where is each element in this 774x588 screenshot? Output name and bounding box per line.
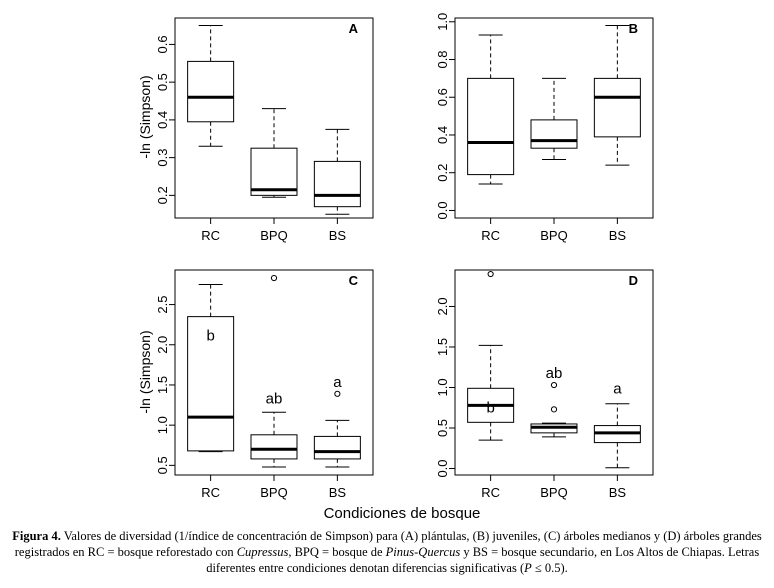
outlier-d-rc — [487, 270, 494, 278]
caption-italic-2: Pinus-Quercus — [385, 545, 461, 559]
boxplot-figure: -ln (Simpson) -ln (Simpson) Condiciones … — [137, 13, 654, 520]
box-b-bs — [593, 77, 641, 138]
panel-a: A 0.2 0.3 0.4 0.5 0.6 RC BPQ BS — [155, 17, 374, 243]
y-tick-label-a: 0.4 — [155, 111, 170, 129]
y-tick-label-d: 0.5 — [435, 419, 450, 437]
box-c-bs — [313, 435, 361, 460]
outlier-d-bpq — [550, 381, 558, 389]
figure-caption: Figura 4. Valores de diversidad (1/índic… — [8, 528, 766, 576]
y-tick-label-c: 2.0 — [155, 336, 170, 354]
outlier-c-bpq — [270, 274, 278, 282]
x-tick-label-b-rc: RC — [481, 228, 500, 243]
x-tick-label-c-rc: RC — [201, 485, 220, 500]
y-tick-label-b: 0.6 — [435, 88, 450, 106]
sig-letter-c-bpq: ab — [266, 390, 283, 407]
y-tick-label-c: 2.5 — [155, 296, 170, 314]
x-tick-label-c-bpq: BPQ — [260, 485, 287, 500]
y-tick-label-c: 0.5 — [155, 456, 170, 474]
y-tick-label-b: 0.2 — [435, 164, 450, 182]
y-tick-label-c: 1.5 — [155, 376, 170, 394]
y-tick-label-b: 0.0 — [435, 201, 450, 219]
y-tick-label-a: 0.2 — [155, 186, 170, 204]
sig-letter-d-bpq: ab — [546, 365, 563, 382]
box-a-rc — [187, 60, 235, 123]
panels-group: A 0.2 0.3 0.4 0.5 0.6 RC BPQ BS B 0.0 0.2 0.4 0.6 0.8 1… — [155, 13, 654, 500]
caption-text-1: Valores de diversidad (1/índice de conce… — [14, 529, 762, 559]
panel-b: B 0.0 0.2 0.4 0.6 0.8 1.0 RC BPQ BS — [435, 13, 654, 243]
caption-text-3: y BS = bosque secundario, en Los Altos d… — [206, 545, 760, 575]
panel-letter-d: D — [629, 273, 638, 288]
sig-letter-c-bs: a — [333, 374, 342, 391]
box-c-rc — [187, 316, 235, 452]
x-tick-label-b-bs: BS — [609, 228, 627, 243]
sig-letter-d-bs: a — [613, 381, 622, 398]
caption-text-2: , BPQ = bosque de — [288, 545, 386, 559]
x-tick-label-c-bs: BS — [329, 485, 347, 500]
box-a-bs — [313, 160, 361, 208]
x-tick-label-a-rc: RC — [201, 228, 220, 243]
sig-letter-c-rc: b — [206, 328, 214, 345]
y-tick-label-a: 0.3 — [155, 149, 170, 167]
caption-italic-1: Cupressus — [236, 545, 289, 559]
panel-d: D 0.0 0.5 1.0 1.5 2.0 RC b BPQ ab BS a — [435, 269, 654, 500]
y-tick-label-a: 0.6 — [155, 35, 170, 53]
y-tick-label-a: 0.5 — [155, 73, 170, 91]
panel-letter-b: B — [629, 21, 638, 36]
y-tick-label-b: 0.8 — [435, 50, 450, 68]
x-axis-title: Condiciones de bosque — [324, 505, 481, 520]
outlier-d-bpq — [550, 406, 558, 413]
y-axis-label-bottom: -ln (Simpson) — [137, 330, 153, 413]
box-b-bpq — [530, 119, 578, 149]
x-tick-label-d-rc: RC — [481, 485, 500, 500]
box-a-bpq — [250, 147, 298, 196]
y-axis-label-top: -ln (Simpson) — [137, 75, 153, 158]
panel-letter-a: A — [349, 21, 359, 36]
caption-text-4: ≤ 0.5). — [531, 561, 568, 575]
y-tick-label-c: 1.0 — [155, 416, 170, 434]
x-tick-label-a-bs: BS — [329, 228, 347, 243]
caption-italic-3: P — [524, 561, 532, 575]
y-tick-label-d: 1.5 — [435, 338, 450, 356]
box-c-bpq — [250, 434, 298, 460]
caption-label: Figura 4. — [12, 529, 61, 543]
y-tick-label-b: 1.0 — [435, 13, 450, 31]
y-tick-label-b: 0.4 — [435, 126, 450, 144]
panel-c: C 0.5 1.0 1.5 2.0 2.5 RC b BPQ ab BS a — [155, 269, 374, 500]
y-tick-label-d: 1.0 — [435, 378, 450, 396]
y-tick-label-d: 0.0 — [435, 459, 450, 477]
x-tick-label-a-bpq: BPQ — [260, 228, 287, 243]
y-tick-label-d: 2.0 — [435, 297, 450, 315]
outlier-c-bs — [334, 390, 341, 397]
x-tick-label-b-bpq: BPQ — [540, 228, 567, 243]
panel-letter-c: C — [349, 273, 359, 288]
box-b-rc — [467, 77, 515, 176]
sig-letter-d-rc: b — [486, 399, 494, 416]
x-tick-label-d-bpq: BPQ — [540, 485, 567, 500]
x-tick-label-d-bs: BS — [609, 485, 627, 500]
